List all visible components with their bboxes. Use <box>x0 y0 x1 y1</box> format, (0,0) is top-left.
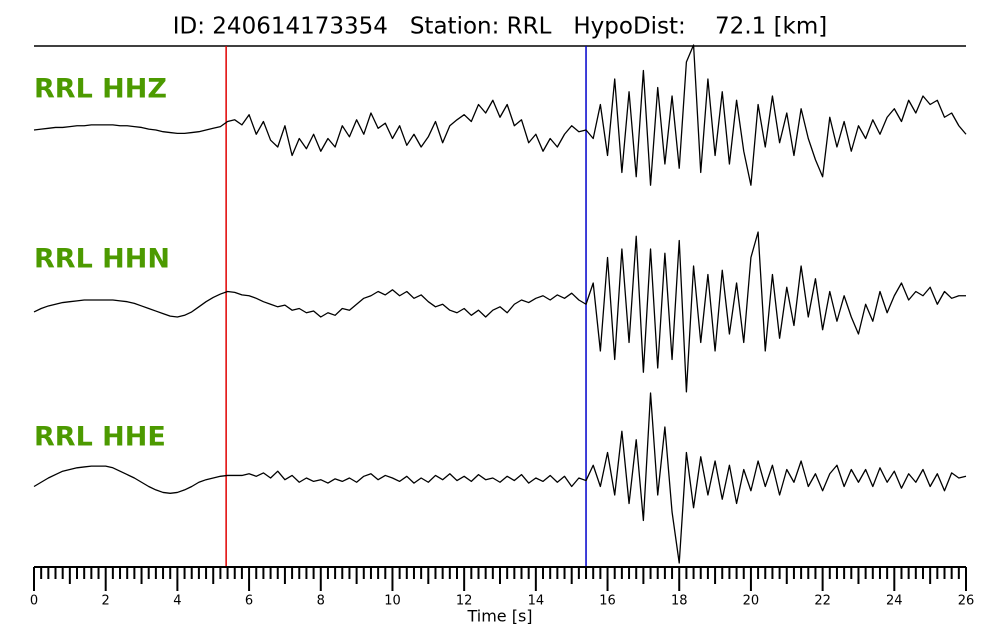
x-tick-label: 2 <box>102 594 110 609</box>
chart-title: ID: 240614173354 Station: RRL HypoDist: … <box>173 14 828 40</box>
trace <box>33 231 966 393</box>
x-tick-label: 12 <box>456 594 473 609</box>
x-tick-label: 16 <box>599 594 616 609</box>
x-tick-label: 8 <box>317 594 325 609</box>
x-axis-label: Time [s] <box>466 607 532 626</box>
x-tick-label: 6 <box>245 594 253 609</box>
x-tick-label: 22 <box>814 594 831 609</box>
trace-label: RRL HHZ <box>34 74 167 105</box>
x-tick-label: 18 <box>671 594 688 609</box>
x-tick-label: 10 <box>384 594 401 609</box>
x-tick-label: 20 <box>743 594 760 609</box>
x-tick-label: 0 <box>30 594 38 609</box>
x-tick-label: 26 <box>958 594 975 609</box>
trace <box>33 392 967 564</box>
trace-label: RRL HHE <box>34 422 166 453</box>
trace <box>33 44 967 186</box>
x-tick-label: 14 <box>528 594 545 609</box>
x-tick-label: 4 <box>173 594 181 609</box>
x-tick-label: 24 <box>886 594 903 609</box>
trace-label: RRL HHN <box>34 244 170 275</box>
